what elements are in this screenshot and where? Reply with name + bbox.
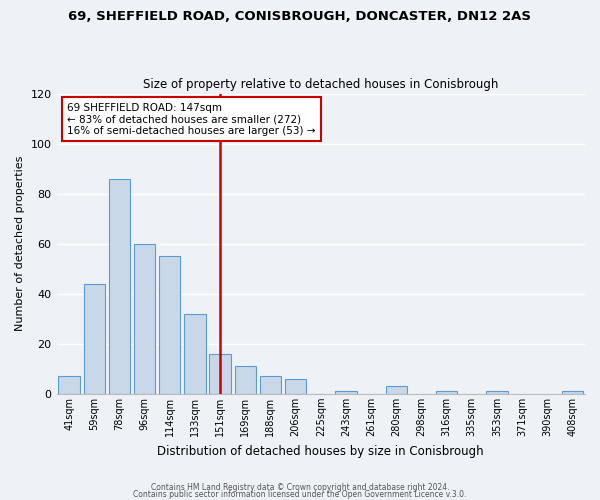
Y-axis label: Number of detached properties: Number of detached properties [15,156,25,332]
Text: 69, SHEFFIELD ROAD, CONISBROUGH, DONCASTER, DN12 2AS: 69, SHEFFIELD ROAD, CONISBROUGH, DONCAST… [68,10,532,23]
Bar [184,314,206,394]
Bar [436,392,457,394]
Bar [486,392,508,394]
Bar [109,178,130,394]
X-axis label: Distribution of detached houses by size in Conisbrough: Distribution of detached houses by size … [157,444,484,458]
Bar [209,354,231,394]
Bar [260,376,281,394]
Bar [134,244,155,394]
Bar [562,392,583,394]
Bar [159,256,181,394]
Bar [235,366,256,394]
Text: Contains HM Land Registry data © Crown copyright and database right 2024.: Contains HM Land Registry data © Crown c… [151,484,449,492]
Title: Size of property relative to detached houses in Conisbrough: Size of property relative to detached ho… [143,78,499,91]
Text: Contains public sector information licensed under the Open Government Licence v.: Contains public sector information licen… [133,490,467,499]
Bar [83,284,105,394]
Bar [285,379,307,394]
Text: 69 SHEFFIELD ROAD: 147sqm
← 83% of detached houses are smaller (272)
16% of semi: 69 SHEFFIELD ROAD: 147sqm ← 83% of detac… [67,102,316,136]
Bar [335,392,356,394]
Bar [58,376,80,394]
Bar [386,386,407,394]
